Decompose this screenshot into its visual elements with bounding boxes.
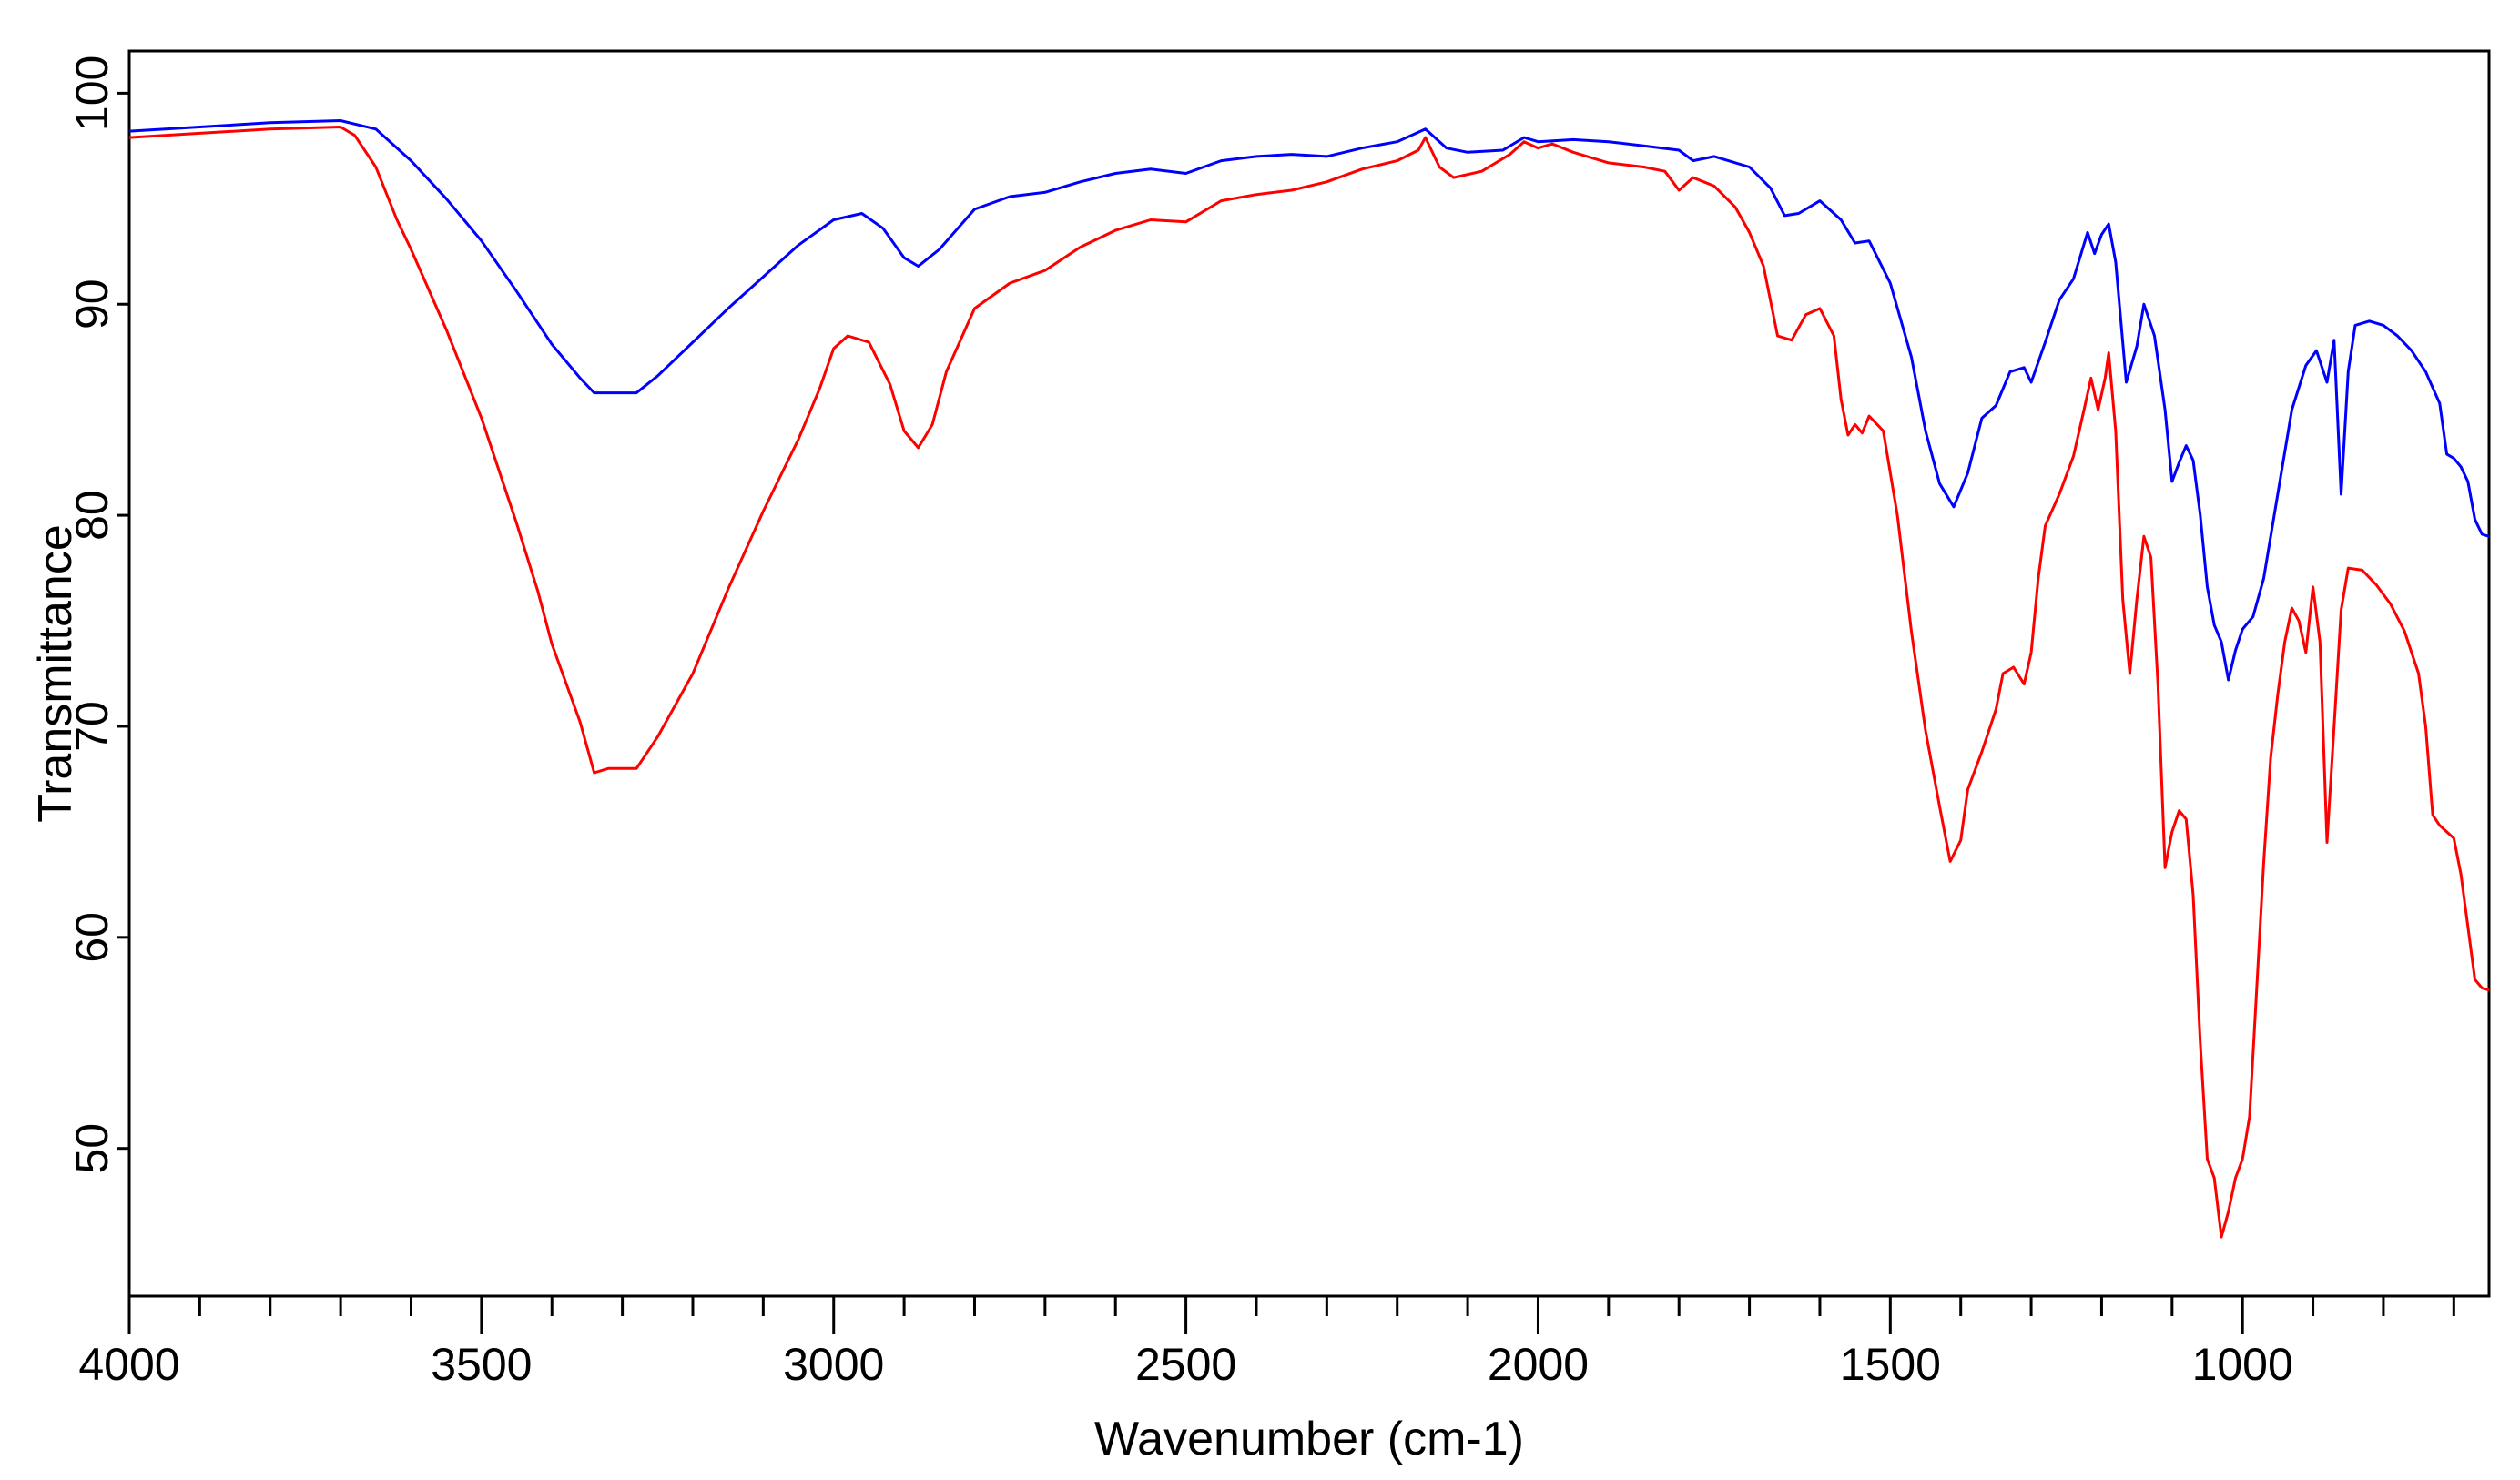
y-tick-label: 90 — [66, 279, 117, 329]
y-tick-label: 60 — [66, 912, 117, 963]
series-layer — [128, 119, 2490, 1239]
x-tick-label: 2000 — [1488, 1339, 1589, 1390]
y-tick-label: 50 — [66, 1123, 117, 1174]
y-axis-ticks: 50 60 70 80 90 100 — [66, 56, 129, 1174]
y-tick-label: 70 — [66, 701, 117, 752]
y-tick-label: 100 — [66, 56, 117, 131]
series-line-1 — [128, 119, 2490, 682]
y-tick-label: 80 — [66, 490, 117, 541]
y-axis-title: Transmittance — [29, 524, 82, 823]
series-line-2 — [128, 126, 2490, 1239]
x-tick-label: 4000 — [78, 1339, 179, 1390]
x-axis-ticks: 4000 3500 3000 2500 2000 1500 1000 — [78, 1296, 2455, 1390]
x-tick-label: 1000 — [2192, 1339, 2293, 1390]
x-tick-label: 3500 — [431, 1339, 532, 1390]
x-tick-label: 2500 — [1135, 1339, 1236, 1390]
x-tick-label: 1500 — [1840, 1339, 1941, 1390]
plot-frame — [127, 49, 2491, 1298]
x-tick-label: 3000 — [783, 1339, 884, 1390]
x-axis-title: Wavenumber (cm-1) — [1094, 1413, 1524, 1465]
